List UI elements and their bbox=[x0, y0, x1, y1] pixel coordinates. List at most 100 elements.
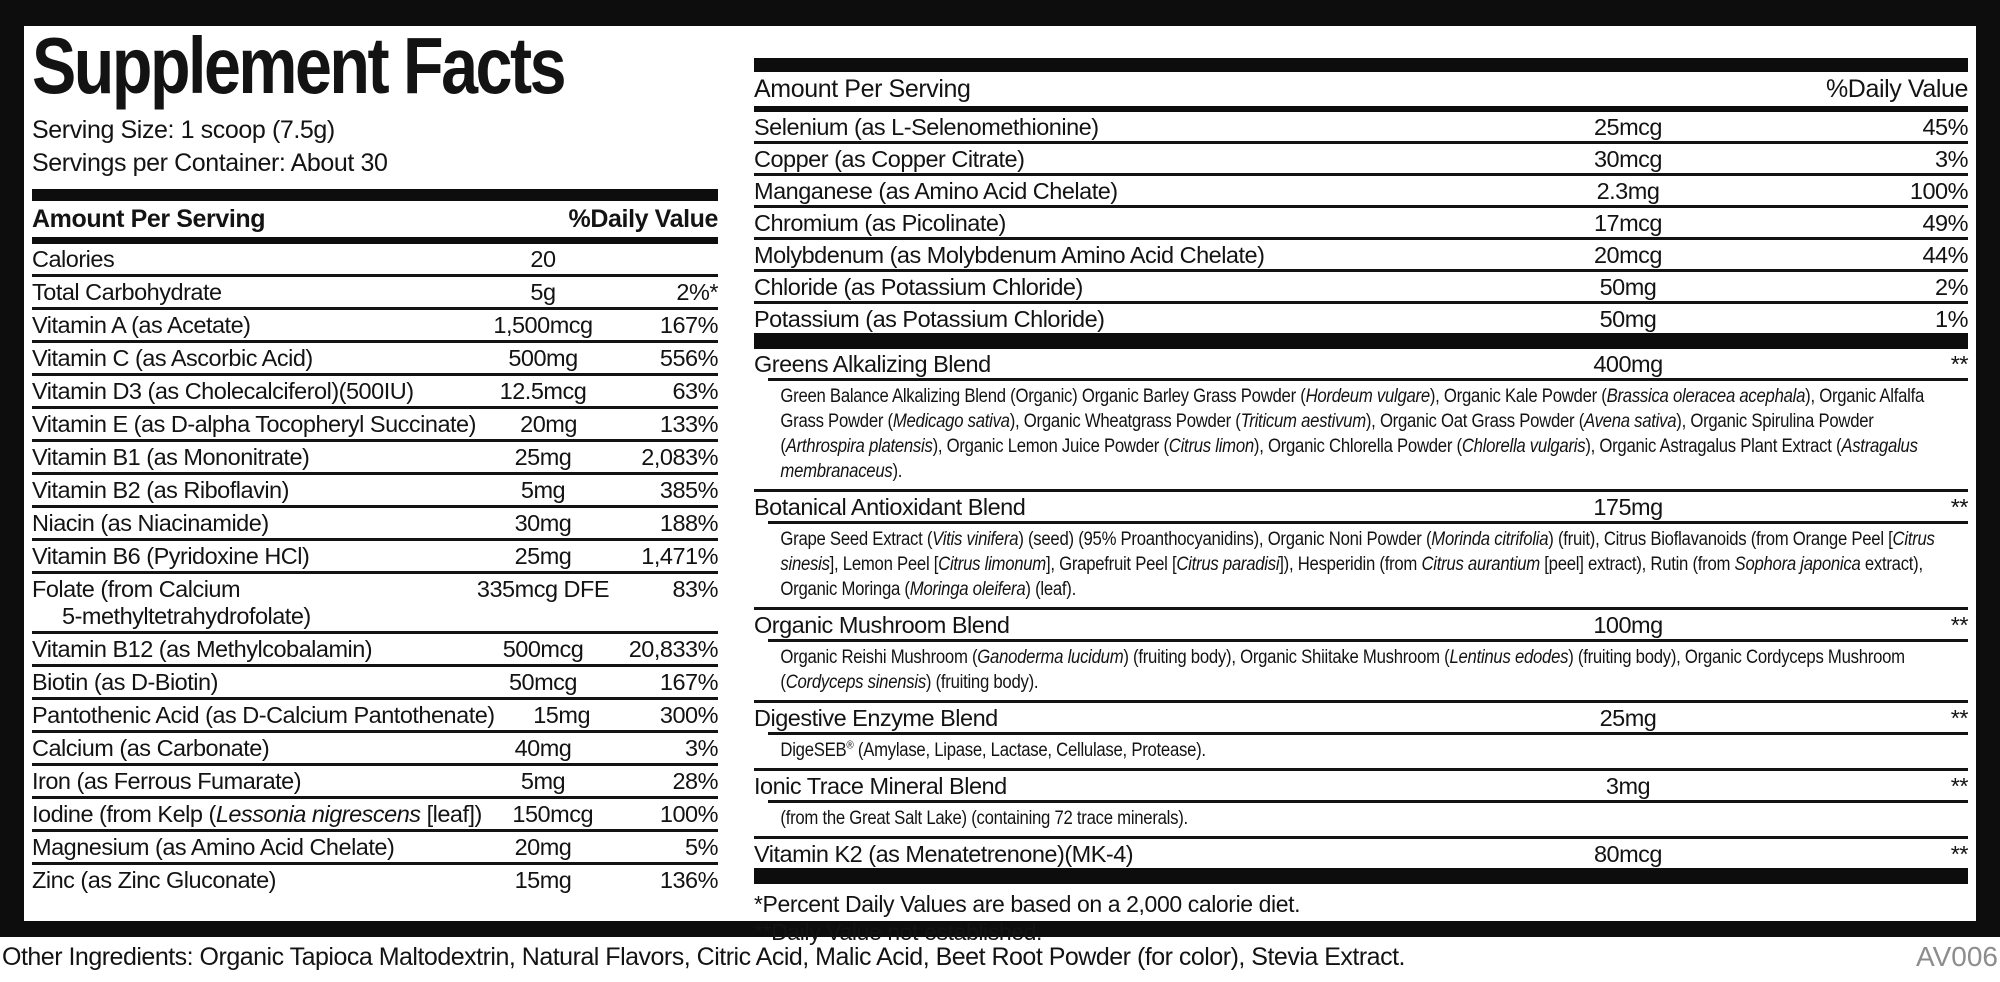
nutrient-name: Pantothenic Acid (as D-Calcium Pantothen… bbox=[32, 702, 495, 729]
blend-description: Organic Reishi Mushroom (Ganoderma lucid… bbox=[754, 642, 1938, 700]
text-segment: Biotin (as D-Biotin) bbox=[32, 669, 218, 695]
text-segment: ), Organic Oat Grass Powder ( bbox=[1365, 411, 1585, 432]
text-segment: ], Grapefruit Peel [ bbox=[1045, 554, 1177, 575]
amount-value: 17mcg bbox=[1593, 210, 1663, 236]
blend-title-underline bbox=[768, 800, 1968, 803]
nutrient-name: Vitamin B6 (Pyridoxine HCl) bbox=[32, 543, 468, 570]
amount-value: 100mg bbox=[1593, 612, 1663, 638]
amount-value: 5g bbox=[530, 279, 556, 305]
text-segment: Molybdenum (as Molybdenum Amino Acid Che… bbox=[754, 242, 1265, 268]
daily-value: 49% bbox=[1922, 210, 1968, 236]
amount-value: 50mg bbox=[1599, 274, 1657, 300]
nutrient-name: Botanical Antioxidant Blend bbox=[754, 494, 1438, 520]
nutrient-name: Vitamin A (as Acetate) bbox=[32, 312, 468, 339]
text-segment: Pantothenic Acid (as D-Calcium Pantothen… bbox=[32, 702, 495, 728]
table-row: Folate (from Calcium 5-methyltetrahydrofo… bbox=[32, 574, 719, 634]
blend-title-underline bbox=[768, 521, 1968, 524]
table-row: Vitamin B1 (as Mononitrate) 25mg 2,083% bbox=[32, 442, 719, 475]
text-segment: Vitamin B1 (as Mononitrate) bbox=[32, 444, 310, 470]
daily-value: 100% bbox=[659, 801, 719, 827]
scientific-name: Sophora japonica bbox=[1734, 554, 1861, 575]
table-row: Molybdenum (as Molybdenum Amino Acid Che… bbox=[754, 240, 1969, 272]
divider-bar bbox=[754, 868, 1968, 884]
nutrient-name: Vitamin C (as Ascorbic Acid) bbox=[32, 345, 468, 372]
blend-row: Botanical Antioxidant Blend 175mg ** Grape … bbox=[754, 489, 1969, 607]
daily-value: 556% bbox=[659, 345, 719, 371]
footer-strip: Other Ingredients: Organic Tapioca Malto… bbox=[0, 941, 2000, 973]
daily-value: 2%* bbox=[676, 279, 718, 305]
scientific-name: Vitis vinifera bbox=[932, 529, 1019, 550]
nutrient-name: Vitamin E (as D-alpha Tocopheryl Succina… bbox=[32, 411, 476, 438]
scientific-name: Arthrospira platensis bbox=[785, 436, 933, 457]
amount-value: 25mg bbox=[1599, 705, 1657, 731]
text-segment: Calories bbox=[32, 246, 115, 272]
text-segment: ) (fruiting body), Organic Cordyceps Mus… bbox=[780, 647, 1905, 693]
text-segment: [peel] extract), Rutin (from bbox=[1539, 554, 1735, 575]
table-row: Biotin (as D-Biotin) 50mcg 167% bbox=[32, 667, 719, 700]
text-segment: ). bbox=[892, 461, 903, 482]
text-segment: Vitamin E (as D-alpha Tocopheryl Succina… bbox=[32, 411, 476, 437]
amount-value: 80mcg bbox=[1593, 841, 1663, 867]
nutrient-name: Total Carbohydrate bbox=[32, 279, 468, 306]
daily-value: 1,471% bbox=[641, 543, 718, 569]
servings-per-container: Servings per Container: About 30 bbox=[32, 149, 388, 177]
amount-value: 50mcg bbox=[508, 669, 578, 695]
scientific-name: Astragalus membranaceus bbox=[780, 436, 1918, 482]
table-row: Calories 20 bbox=[32, 244, 718, 277]
amount-value: 15mg bbox=[514, 867, 572, 893]
text-segment: extract), Organic Moringa ( bbox=[780, 554, 1923, 600]
text-segment: DigeSEB bbox=[780, 740, 847, 761]
table-row: Chromium (as Picolinate) 17mcg 49% bbox=[754, 208, 1969, 240]
nutrient-name-line2: 5-methyltetrahydrofolate) bbox=[62, 603, 311, 629]
amount-value: 40mg bbox=[514, 735, 572, 761]
text-segment: Potassium (as Potassium Chloride) bbox=[754, 306, 1105, 332]
scientific-name: Citrus sinesis bbox=[780, 529, 1935, 575]
nutrient-table-left: Calories 20 Total Carbohydrate 5g 2%* Vitamin… bbox=[32, 244, 719, 895]
table-row: Chloride (as Potassium Chloride) 50mg 2% bbox=[754, 272, 1969, 304]
daily-value: ** bbox=[1950, 494, 1969, 520]
product-code: AV006 bbox=[1916, 941, 1998, 972]
text-segment: ]), Hesperidin (from bbox=[1279, 554, 1422, 575]
nutrient-name: Copper (as Copper Citrate) bbox=[754, 146, 1438, 172]
scientific-name: Lentinus edodes bbox=[1449, 647, 1569, 668]
blend-description: Grape Seed Extract (Vitis vinifera) (see… bbox=[754, 524, 1938, 607]
daily-value: 63% bbox=[672, 378, 718, 404]
blend-title-underline bbox=[768, 378, 1968, 381]
text-segment: Greens Alkalizing Blend bbox=[754, 351, 991, 377]
nutrient-name: Manganese (as Amino Acid Chelate) bbox=[754, 178, 1438, 204]
table-row: Magnesium (as Amino Acid Chelate) 20mg 5% bbox=[32, 832, 719, 865]
amount-value: 30mg bbox=[514, 510, 572, 536]
scientific-name: Avena sativa bbox=[1584, 411, 1677, 432]
footnote: *Percent Daily Values are based on a 2,0… bbox=[754, 891, 1301, 917]
text-segment: [leaf]) bbox=[420, 801, 483, 827]
text-segment: Organic Reishi Mushroom ( bbox=[780, 647, 978, 668]
text-segment: Selenium (as L-Selenomethionine) bbox=[754, 114, 1099, 140]
daily-value: 83% bbox=[672, 576, 718, 602]
text-segment: ® bbox=[846, 739, 854, 752]
scientific-name: Moringa oleifera bbox=[909, 579, 1026, 600]
text-segment: ) (leaf). bbox=[1025, 579, 1076, 600]
table-row: Vitamin B12 (as Methylcobalamin) 500mcg 20… bbox=[32, 634, 719, 667]
nutrient-name: Zinc (as Zinc Gluconate) bbox=[32, 867, 468, 894]
blend-row: Greens Alkalizing Blend 400mg ** Green Bala… bbox=[754, 349, 1969, 489]
blend-row: Ionic Trace Mineral Blend 3mg ** (from the … bbox=[754, 768, 1969, 836]
footnotes: *Percent Daily Values are based on a 2,0… bbox=[754, 890, 1968, 946]
text-segment: ) (fruiting body), Organic Shiitake Mush… bbox=[1123, 647, 1450, 668]
table-row: Vitamin C (as Ascorbic Acid) 500mg 556% bbox=[32, 343, 719, 376]
table-header-left: Amount Per Serving %Daily Value bbox=[32, 201, 718, 244]
amount-value: 12.5mcg bbox=[499, 378, 587, 404]
blend-title-underline bbox=[768, 732, 1968, 735]
nutrient-name: Biotin (as D-Biotin) bbox=[32, 669, 468, 696]
text-segment: ), Organic Alfalfa Grass Powder ( bbox=[780, 386, 1925, 432]
amount-value: 25mg bbox=[514, 543, 572, 569]
daily-value: 167% bbox=[659, 312, 719, 338]
nutrient-name: Digestive Enzyme Blend bbox=[754, 705, 1438, 731]
daily-value: 167% bbox=[659, 669, 719, 695]
daily-value: 136% bbox=[659, 867, 719, 893]
text-segment: Vitamin B6 (Pyridoxine HCl) bbox=[32, 543, 310, 569]
text-segment: ), Organic Spirulina Powder ( bbox=[780, 411, 1874, 457]
blend-row: Vitamin K2 (as Menatetrenone)(MK-4) 80mcg… bbox=[754, 836, 1969, 868]
daily-value: 188% bbox=[659, 510, 719, 536]
daily-value: 100% bbox=[1909, 178, 1969, 204]
text-segment: Chromium (as Picolinate) bbox=[754, 210, 1006, 236]
